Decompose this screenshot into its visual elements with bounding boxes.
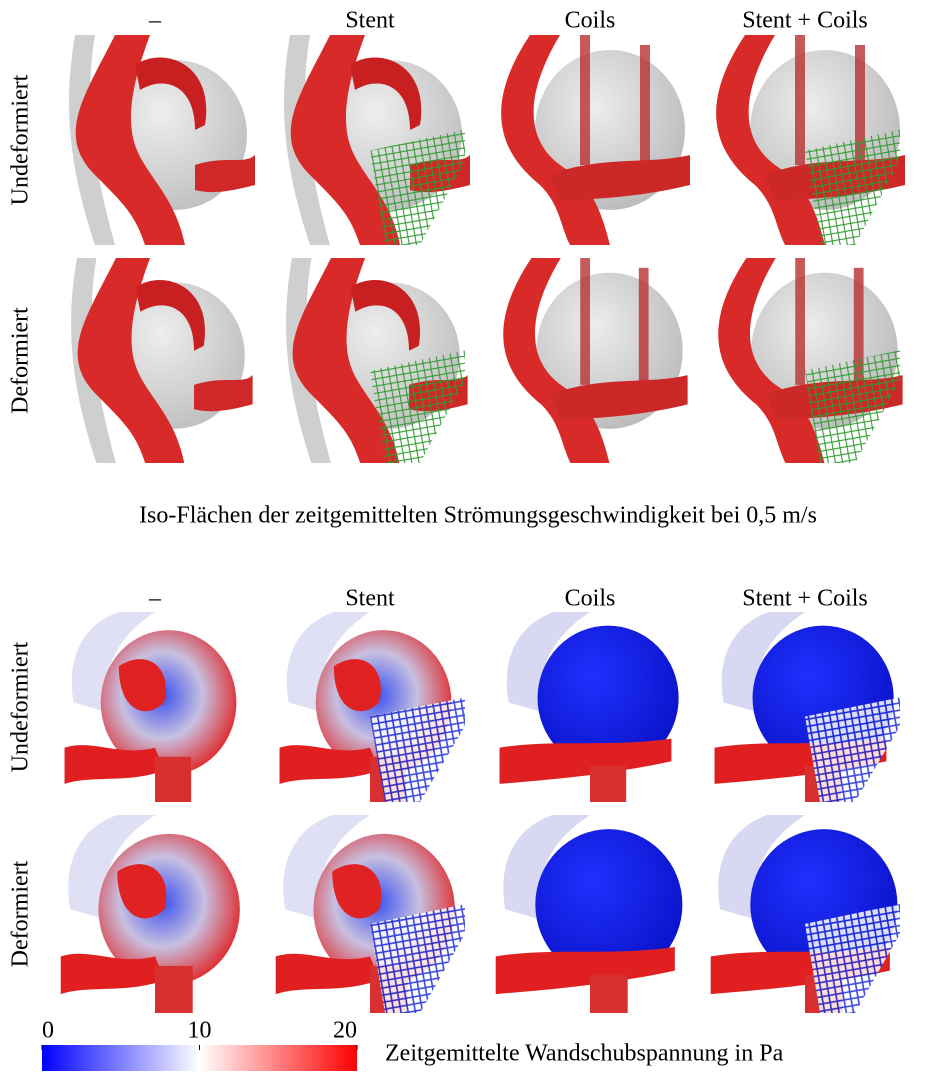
rendering bbox=[499, 612, 679, 802]
column-header: Coils bbox=[565, 586, 616, 612]
renderings: – Stent Coils Stent + Coils Undeformiert Defo… bbox=[8, 8, 905, 1013]
column-header: Coils bbox=[565, 8, 616, 34]
rendering bbox=[503, 258, 688, 463]
stent bbox=[805, 350, 900, 463]
rendering bbox=[71, 258, 253, 463]
column-header: Stent bbox=[345, 586, 395, 612]
stent bbox=[805, 129, 900, 245]
rendering bbox=[64, 612, 237, 802]
row-label: Undeformiert bbox=[8, 641, 34, 772]
column-header: Stent + Coils bbox=[742, 8, 868, 34]
stent bbox=[370, 697, 465, 802]
caption: Zeitgemittelte Wandschubspannung in Pa bbox=[385, 1041, 784, 1067]
stent bbox=[370, 129, 465, 245]
rendering bbox=[69, 35, 255, 245]
colorbar-ticks: 0 10 20 bbox=[41, 1018, 358, 1050]
stent bbox=[805, 904, 900, 1013]
column-header: Stent + Coils bbox=[742, 586, 868, 612]
rendering bbox=[60, 815, 240, 1013]
tick-label: 0 bbox=[42, 1018, 54, 1044]
row-label: Deformiert bbox=[8, 307, 34, 414]
row-label: Deformiert bbox=[8, 860, 34, 967]
column-header: – bbox=[148, 586, 162, 612]
column-header: Stent bbox=[345, 8, 395, 34]
row-label: Undeformiert bbox=[8, 74, 34, 205]
caption: Iso-Flächen der zeitgemittelten Strömung… bbox=[139, 503, 817, 529]
stent bbox=[370, 350, 465, 463]
column-header: – bbox=[148, 8, 162, 34]
tick-label: 10 bbox=[188, 1018, 212, 1044]
tick-label: 20 bbox=[333, 1018, 357, 1044]
stent bbox=[370, 904, 465, 1013]
stent bbox=[805, 697, 900, 802]
rendering bbox=[495, 815, 683, 1013]
rendering bbox=[501, 35, 690, 245]
